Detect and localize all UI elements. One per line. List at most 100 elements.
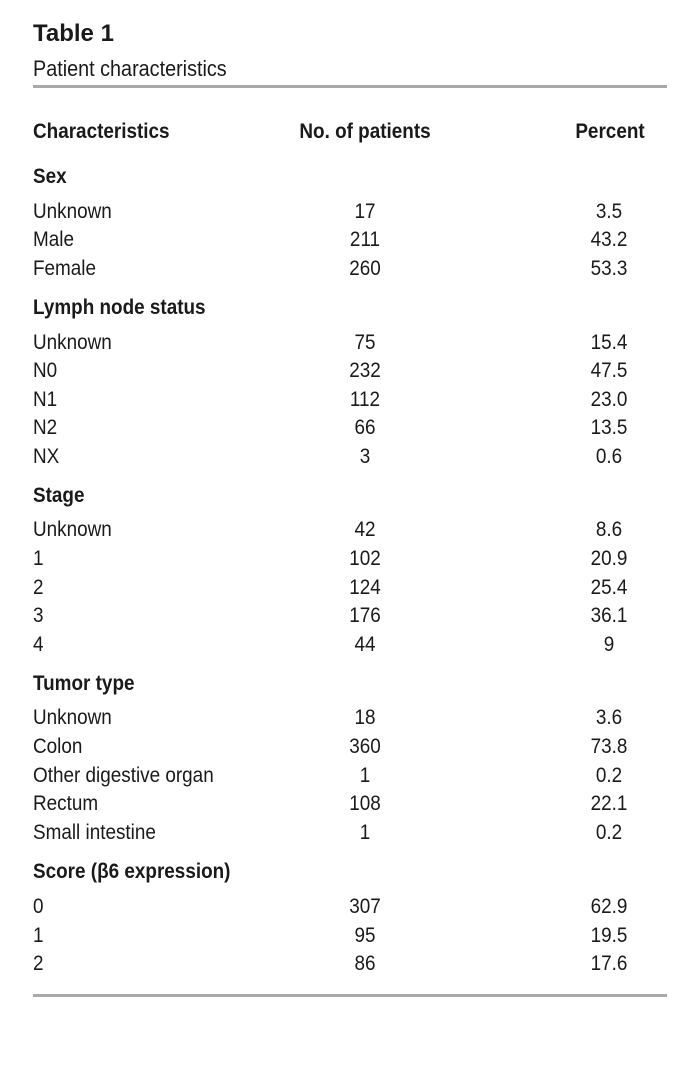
row-percent: 0.2	[595, 821, 623, 844]
table-row: Other digestive organ 1 0.2	[33, 762, 667, 790]
row-label: Rectum	[33, 792, 99, 815]
row-percent: 62.9	[590, 895, 628, 918]
row-label: NX	[33, 445, 60, 468]
table-row: Male 211 43.2	[33, 226, 667, 254]
row-label: N0	[33, 359, 58, 382]
row-label: 3	[33, 604, 44, 627]
table-row: 3 176 36.1	[33, 602, 667, 630]
section-title: Stage	[33, 484, 85, 507]
row-percent: 53.3	[590, 257, 628, 280]
row-label: Unknown	[33, 518, 112, 541]
row-label: Female	[33, 257, 97, 280]
table-row: Unknown 18 3.6	[33, 704, 667, 732]
bottom-rule	[33, 994, 667, 997]
row-label: Male	[33, 228, 74, 251]
row-percent: 73.8	[590, 735, 628, 758]
section-title: Sex	[33, 165, 67, 188]
row-label: Unknown	[33, 706, 112, 729]
table-row: 2 86 17.6	[33, 950, 667, 978]
table-row: Colon 360 73.8	[33, 733, 667, 761]
table-row: 0 307 62.9	[33, 893, 667, 921]
row-count: 1	[359, 821, 371, 844]
table-row: Unknown 75 15.4	[33, 329, 667, 357]
row-count: 112	[349, 388, 381, 411]
row-count: 232	[349, 359, 381, 382]
row-label: Other digestive organ	[33, 764, 214, 787]
row-percent: 43.2	[590, 228, 628, 251]
row-count: 44	[354, 633, 376, 656]
row-label: 4	[33, 633, 44, 656]
row-count: 3	[359, 445, 371, 468]
section-title: Lymph node status	[33, 296, 206, 319]
row-percent: 19.5	[590, 924, 628, 947]
row-count: 66	[354, 416, 376, 439]
table-row: 1 102 20.9	[33, 545, 667, 573]
table-row: 4 44 9	[33, 631, 667, 659]
row-label: Colon	[33, 735, 83, 758]
row-percent: 20.9	[590, 547, 628, 570]
row-label: 2	[33, 952, 44, 975]
row-percent: 17.6	[590, 952, 628, 975]
row-count: 108	[349, 792, 381, 815]
row-count: 102	[349, 547, 381, 570]
row-label: Unknown	[33, 331, 112, 354]
table-row: Rectum 108 22.1	[33, 790, 667, 818]
table-row: Unknown 42 8.6	[33, 516, 667, 544]
table-row: 2 124 25.4	[33, 574, 667, 602]
row-percent: 8.6	[595, 518, 623, 541]
table-row: 1 95 19.5	[33, 922, 667, 950]
row-percent: 47.5	[590, 359, 628, 382]
row-percent: 23.0	[590, 388, 628, 411]
row-percent: 36.1	[590, 604, 628, 627]
header-row: Characteristics No. of patients Percent	[33, 118, 667, 146]
row-count: 42	[354, 518, 376, 541]
row-count: 360	[349, 735, 381, 758]
row-percent: 13.5	[590, 416, 628, 439]
table-row: Unknown 17 3.5	[33, 198, 667, 226]
header-characteristics: Characteristics	[33, 120, 170, 143]
row-label: Unknown	[33, 200, 112, 223]
table-row: N1 112 23.0	[33, 386, 667, 414]
table-label: Table 1	[33, 20, 114, 47]
row-count: 75	[354, 331, 376, 354]
section-title-lymph-node-status: Lymph node status	[33, 294, 667, 322]
row-percent: 15.4	[590, 331, 628, 354]
row-count: 211	[349, 228, 381, 251]
row-label: 1	[33, 924, 44, 947]
row-percent: 0.6	[595, 445, 623, 468]
row-count: 124	[349, 576, 381, 599]
table-row: NX 3 0.6	[33, 443, 667, 471]
row-label: 0	[33, 895, 44, 918]
header-percent: Percent	[575, 120, 645, 143]
section-title: Tumor type	[33, 672, 135, 695]
row-percent: 9	[603, 633, 615, 656]
row-label: N1	[33, 388, 58, 411]
row-label: Small intestine	[33, 821, 156, 844]
table-row: N2 66 13.5	[33, 414, 667, 442]
row-percent: 25.4	[590, 576, 628, 599]
row-count: 17	[354, 200, 376, 223]
row-count: 176	[349, 604, 381, 627]
table-row: Female 260 53.3	[33, 255, 667, 283]
table-caption: Patient characteristics	[33, 56, 227, 81]
row-count: 307	[349, 895, 381, 918]
section-title-score: Score (β6 expression)	[33, 858, 667, 886]
header-no-of-patients: No. of patients	[299, 120, 431, 143]
row-percent: 22.1	[590, 792, 628, 815]
row-count: 260	[349, 257, 381, 280]
top-rule	[33, 85, 667, 88]
row-label: N2	[33, 416, 58, 439]
row-percent: 3.6	[595, 706, 623, 729]
row-count: 95	[354, 924, 376, 947]
section-title-sex: Sex	[33, 163, 667, 191]
section-title-stage: Stage	[33, 482, 667, 510]
row-label: 1	[33, 547, 44, 570]
table-figure: Table 1 Patient characteristics Characte…	[33, 0, 667, 1069]
row-count: 1	[359, 764, 371, 787]
row-percent: 3.5	[595, 200, 623, 223]
section-title: Score (β6 expression)	[33, 860, 231, 883]
row-count: 86	[354, 952, 376, 975]
section-title-tumor-type: Tumor type	[33, 670, 667, 698]
row-count: 18	[354, 706, 376, 729]
row-percent: 0.2	[595, 764, 623, 787]
